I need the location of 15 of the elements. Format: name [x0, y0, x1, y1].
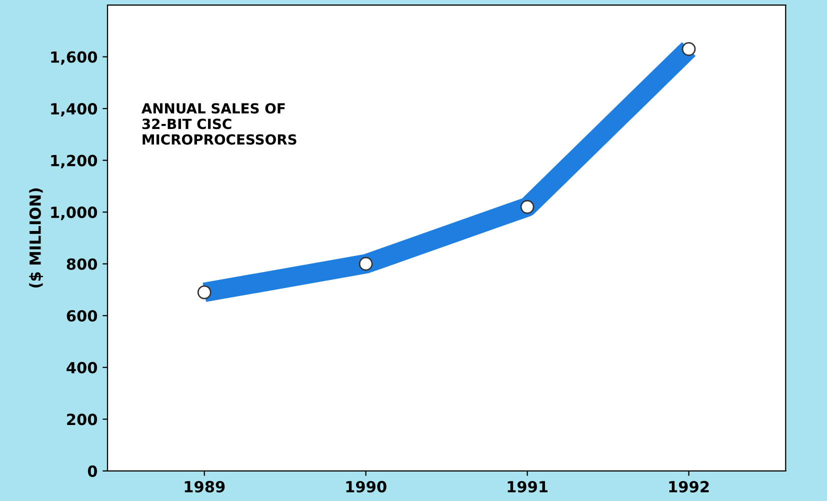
- y-tick-label: 1,400: [51, 103, 98, 117]
- y-tick-label: 400: [66, 362, 98, 374]
- y-tick-label: 1,600: [51, 51, 98, 65]
- x-tick-label: 1989: [184, 480, 225, 492]
- y-tick-label: 1,200: [51, 154, 98, 168]
- x-tick-label: 1990: [346, 480, 386, 492]
- y-tick-label: 0: [88, 465, 98, 477]
- x-tick-label: 1992: [669, 480, 709, 492]
- x-tick-label: 1991: [508, 480, 548, 492]
- y-tick-label: 800: [66, 258, 98, 270]
- y-tick-label: 600: [66, 310, 98, 322]
- y-axis-title: ($ MILLION): [29, 188, 43, 288]
- annotation: ANNUAL SALES OF 32-BIT CISC MICROPROCESSORS: [141, 103, 296, 145]
- y-tick-label: 200: [67, 414, 98, 426]
- y-tick-label: 1,000: [51, 206, 98, 220]
